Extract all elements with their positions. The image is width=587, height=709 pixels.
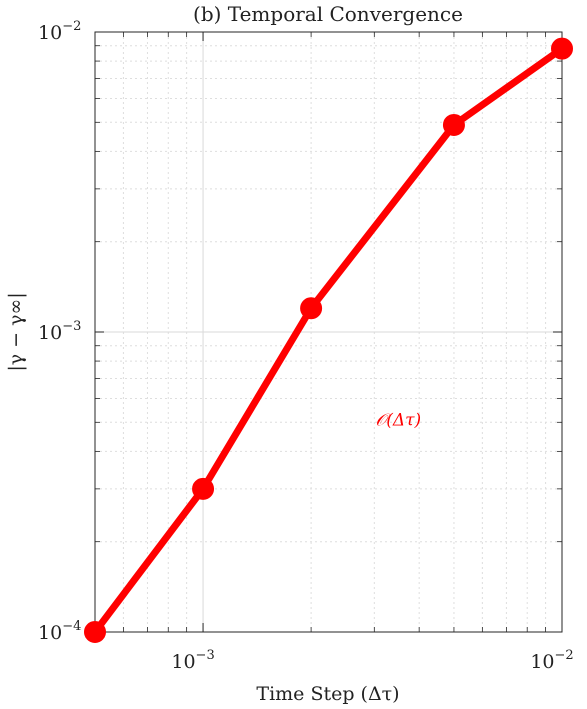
x-tick-exponent: −2 xyxy=(555,648,574,663)
y-tick-exponent: −4 xyxy=(62,619,81,634)
data-point-marker xyxy=(300,297,323,320)
data-point-marker xyxy=(442,113,465,136)
y-axis-title: |γ − γ∞| xyxy=(5,292,27,371)
data-point-marker xyxy=(551,37,573,60)
x-tick-label: 10−2 xyxy=(530,648,573,673)
order-annotation: 𝒪(Δτ) xyxy=(376,411,422,431)
chart-title: (b) Temporal Convergence xyxy=(193,2,463,26)
y-tick-labels: 10−410−310−2 xyxy=(38,19,81,644)
x-tick-label: 10−3 xyxy=(171,648,214,673)
y-tick-label: 10−3 xyxy=(38,319,81,344)
x-tick-labels: 10−3 10−2 xyxy=(171,648,573,673)
y-tick-base: 10 xyxy=(38,22,62,44)
y-tick-base: 10 xyxy=(38,322,62,344)
x-tick-base: 10 xyxy=(171,651,195,673)
x-axis-title: Time Step (Δτ) xyxy=(256,683,399,705)
y-tick-exponent: −3 xyxy=(62,319,81,334)
data-point-marker xyxy=(192,477,215,500)
major-gridlines xyxy=(95,32,562,632)
x-tick-exponent: −3 xyxy=(196,648,215,663)
data-point-marker xyxy=(84,621,106,643)
y-tick-label: 10−2 xyxy=(38,19,81,44)
y-tick-label: 10−4 xyxy=(38,619,81,644)
y-tick-exponent: −2 xyxy=(62,19,81,34)
axis-ticks xyxy=(95,31,563,633)
y-tick-base: 10 xyxy=(38,622,62,644)
series-layer xyxy=(84,37,573,643)
x-tick-base: 10 xyxy=(530,651,554,673)
